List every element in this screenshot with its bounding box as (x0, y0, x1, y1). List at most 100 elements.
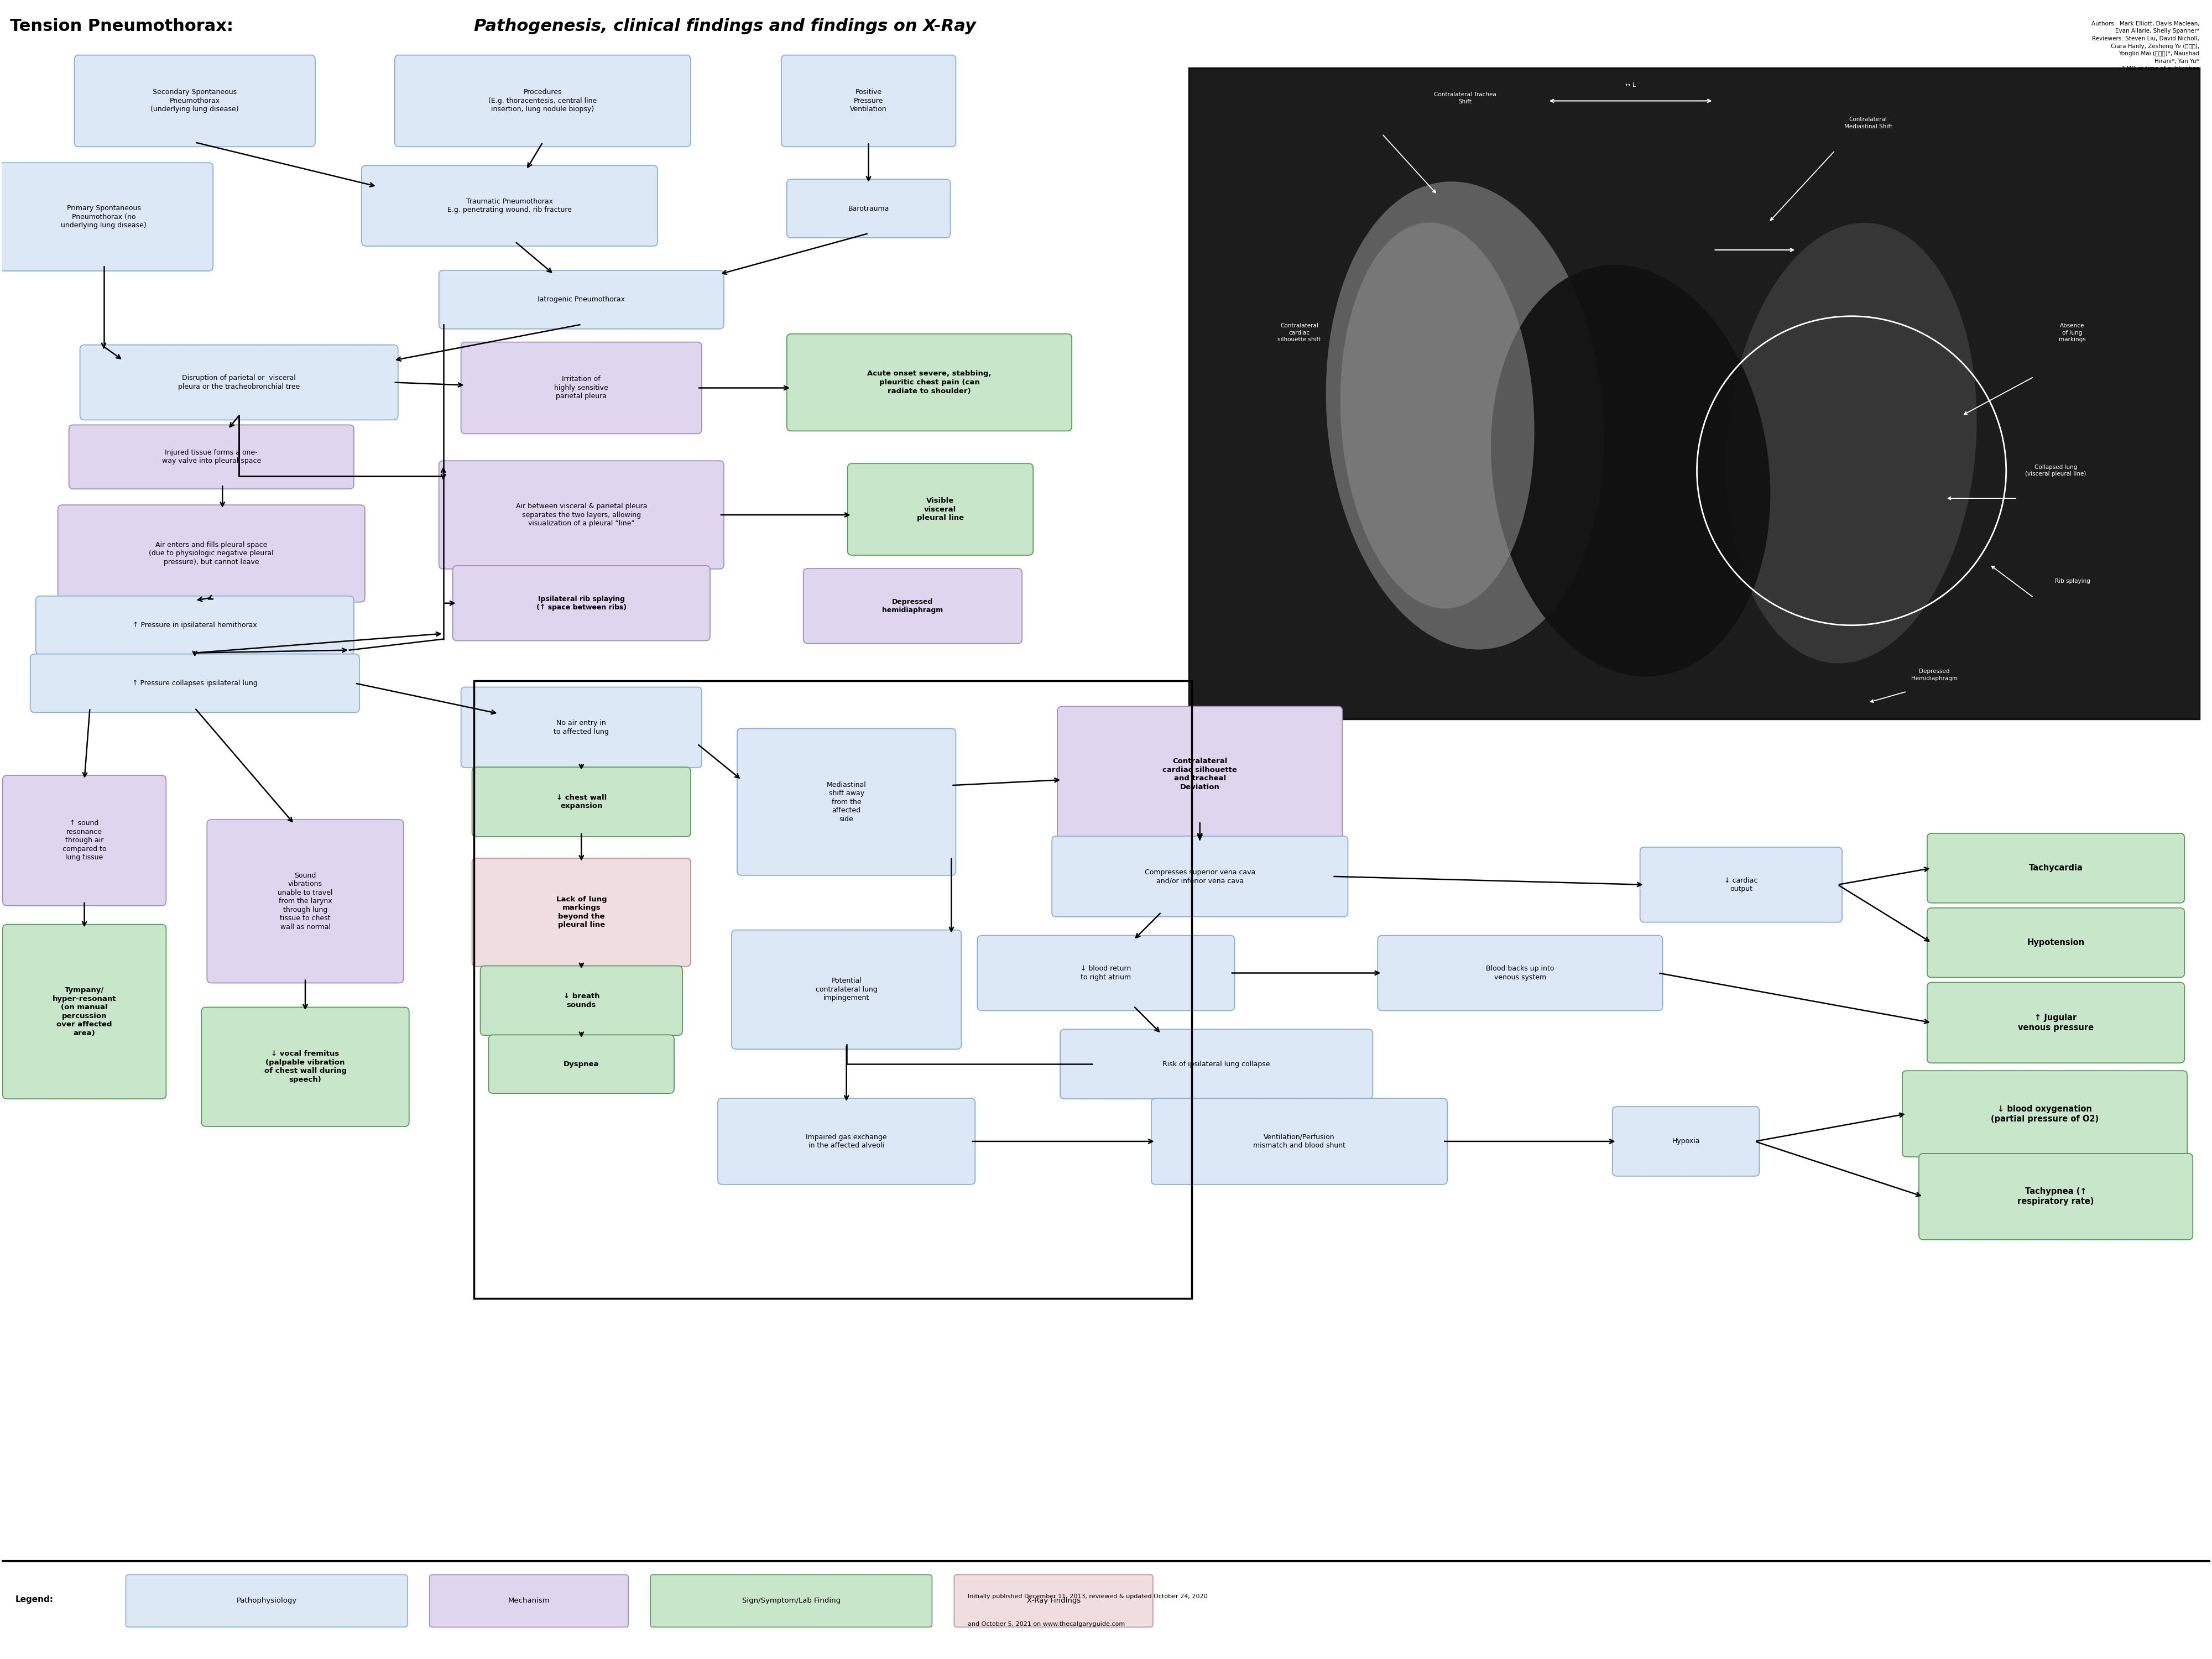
Text: Sign/Symptom/Lab Finding: Sign/Symptom/Lab Finding (741, 1598, 841, 1604)
Text: Positive
Pressure
Ventilation: Positive Pressure Ventilation (849, 88, 887, 113)
FancyBboxPatch shape (480, 966, 684, 1035)
FancyBboxPatch shape (429, 1574, 628, 1627)
FancyBboxPatch shape (35, 596, 354, 655)
FancyBboxPatch shape (438, 461, 723, 569)
FancyBboxPatch shape (75, 55, 314, 146)
Text: No air entry in
to affected lung: No air entry in to affected lung (553, 720, 608, 735)
FancyBboxPatch shape (489, 1035, 675, 1093)
FancyBboxPatch shape (438, 270, 723, 328)
Text: Air enters and fills pleural space
(due to physiologic negative pleural
pressure: Air enters and fills pleural space (due … (148, 541, 274, 566)
FancyBboxPatch shape (2, 775, 166, 906)
Text: X-Ray Findings: X-Ray Findings (1026, 1598, 1079, 1604)
FancyBboxPatch shape (471, 766, 690, 836)
Text: Air between visceral & parietal pleura
separates the two layers, allowing
visual: Air between visceral & parietal pleura s… (515, 503, 648, 528)
FancyBboxPatch shape (847, 463, 1033, 556)
Text: Contralateral
cardiac
silhouette shift: Contralateral cardiac silhouette shift (1279, 324, 1321, 342)
Text: Blood backs up into
venous system: Blood backs up into venous system (1486, 966, 1555, 980)
Text: Potential
contralateral lung
impingement: Potential contralateral lung impingement (816, 977, 878, 1002)
Ellipse shape (1725, 222, 1978, 664)
FancyBboxPatch shape (361, 166, 657, 246)
FancyBboxPatch shape (787, 179, 951, 237)
Text: Primary Spontaneous
Pneumothorax (no
underlying lung disease): Primary Spontaneous Pneumothorax (no und… (62, 204, 146, 229)
FancyBboxPatch shape (80, 345, 398, 420)
Text: Procedures
(E.g. thoracentesis, central line
insertion, lung nodule biopsy): Procedures (E.g. thoracentesis, central … (489, 88, 597, 113)
Text: ↔ L: ↔ L (1626, 83, 1637, 88)
Text: Hypotension: Hypotension (2026, 939, 2084, 947)
FancyBboxPatch shape (1639, 848, 1843, 922)
Text: Initially published ​December 11, 2013​, reviewed & updated ​October 24, 2020: Initially published ​December 11, 2013​,… (969, 1594, 1208, 1599)
FancyBboxPatch shape (787, 333, 1073, 431)
FancyBboxPatch shape (803, 569, 1022, 644)
FancyBboxPatch shape (460, 342, 701, 433)
Ellipse shape (1491, 265, 1770, 677)
FancyBboxPatch shape (953, 1574, 1152, 1627)
Text: Pathogenesis, clinical findings and findings on X-Ray: Pathogenesis, clinical findings and find… (473, 18, 975, 35)
Text: Lack of lung
markings
beyond the
pleural line: Lack of lung markings beyond the pleural… (555, 896, 606, 929)
Text: ↓ vocal fremitus
(palpable vibration
of chest wall during
speech): ↓ vocal fremitus (palpable vibration of … (263, 1050, 347, 1083)
FancyBboxPatch shape (1918, 1153, 2192, 1239)
Text: Contralateral
cardiac silhouette
and tracheal
Deviation: Contralateral cardiac silhouette and tra… (1164, 758, 1237, 791)
Text: Depressed
hemidiaphragm: Depressed hemidiaphragm (883, 599, 942, 614)
Text: Ipsilateral rib splaying
(↑ space between ribs): Ipsilateral rib splaying (↑ space betwee… (535, 596, 626, 611)
Ellipse shape (1340, 222, 1535, 609)
Text: Injured tissue forms a one-
way valve into pleural space: Injured tissue forms a one- way valve in… (161, 450, 261, 465)
FancyBboxPatch shape (781, 55, 956, 146)
Text: Sound
vibrations
unable to travel
from the larynx
through lung
tissue to chest
w: Sound vibrations unable to travel from t… (279, 873, 332, 931)
Text: ↓ breath
sounds: ↓ breath sounds (564, 992, 599, 1009)
Text: Dyspnea: Dyspnea (564, 1060, 599, 1068)
Text: Authors:  Mark Elliott, Davis Maclean,
Evan Allarie, Shelly Spanner*
Reviewers: : Authors: Mark Elliott, Davis Maclean, Ev… (2090, 22, 2199, 71)
Text: Contralateral
Mediastinal Shift: Contralateral Mediastinal Shift (1845, 116, 1891, 129)
Text: Contralateral Trachea
Shift: Contralateral Trachea Shift (1433, 91, 1495, 105)
Text: Depressed
Hemidiaphragm: Depressed Hemidiaphragm (1911, 669, 1958, 682)
Text: Disruption of parietal or  visceral
pleura or the tracheobronchial tree: Disruption of parietal or visceral pleur… (179, 375, 301, 390)
FancyBboxPatch shape (1053, 836, 1347, 917)
FancyBboxPatch shape (208, 820, 403, 982)
Text: Risk of ipsilateral lung collapse: Risk of ipsilateral lung collapse (1164, 1060, 1270, 1068)
FancyBboxPatch shape (460, 687, 701, 768)
Text: ↑ Jugular
venous pressure: ↑ Jugular venous pressure (2017, 1014, 2095, 1032)
Text: Traumatic Pneumothorax
E.g. penetrating wound, rib fracture: Traumatic Pneumothorax E.g. penetrating … (447, 197, 571, 214)
Text: and ​October 5, 2021​ on www.thecalgaryguide.com: and ​October 5, 2021​ on www.thecalgaryg… (969, 1621, 1126, 1627)
FancyBboxPatch shape (1902, 1070, 2188, 1156)
FancyBboxPatch shape (471, 858, 690, 967)
Text: Ventilation/Perfusion
mismatch and blood shunt: Ventilation/Perfusion mismatch and blood… (1254, 1133, 1345, 1150)
FancyBboxPatch shape (1613, 1107, 1759, 1176)
Text: ↑ Pressure in ipsilateral hemithorax: ↑ Pressure in ipsilateral hemithorax (133, 622, 257, 629)
Bar (473, 680, 1192, 1299)
FancyBboxPatch shape (1060, 1029, 1374, 1098)
Text: Tympany/
hyper-resonant
(on manual
percussion
over affected
area): Tympany/ hyper-resonant (on manual percu… (53, 987, 117, 1037)
FancyBboxPatch shape (1927, 833, 2185, 902)
Text: Mechanism: Mechanism (509, 1598, 551, 1604)
Text: Tachypnea (↑
respiratory rate): Tachypnea (↑ respiratory rate) (2017, 1188, 2095, 1206)
Text: Tachycardia: Tachycardia (2028, 864, 2084, 873)
Text: Hypoxia: Hypoxia (1672, 1138, 1699, 1145)
FancyBboxPatch shape (126, 1574, 407, 1627)
FancyBboxPatch shape (1150, 1098, 1447, 1185)
Text: ↓ chest wall
expansion: ↓ chest wall expansion (555, 795, 606, 810)
FancyBboxPatch shape (31, 654, 358, 712)
FancyBboxPatch shape (650, 1574, 931, 1627)
Text: ↓ blood oxygenation
(partial pressure of O2): ↓ blood oxygenation (partial pressure of… (1991, 1105, 2099, 1123)
Text: Collapsed lung
(visceral pleural line): Collapsed lung (visceral pleural line) (2026, 465, 2086, 476)
Bar (1188, 68, 2199, 718)
Text: ↑ Pressure collapses ipsilateral lung: ↑ Pressure collapses ipsilateral lung (133, 680, 257, 687)
FancyBboxPatch shape (0, 163, 212, 270)
FancyBboxPatch shape (732, 931, 962, 1048)
Text: Iatrogenic Pneumothorax: Iatrogenic Pneumothorax (538, 295, 626, 304)
FancyBboxPatch shape (58, 504, 365, 602)
Text: ↓ blood return
to right atrium: ↓ blood return to right atrium (1082, 966, 1130, 980)
Text: Visible
visceral
pleural line: Visible visceral pleural line (916, 498, 964, 521)
FancyBboxPatch shape (1927, 982, 2185, 1063)
FancyBboxPatch shape (1057, 707, 1343, 843)
FancyBboxPatch shape (737, 728, 956, 876)
FancyBboxPatch shape (453, 566, 710, 640)
FancyBboxPatch shape (1927, 907, 2185, 977)
FancyBboxPatch shape (394, 55, 690, 146)
FancyBboxPatch shape (69, 425, 354, 489)
Text: Absence
of lung
markings: Absence of lung markings (2059, 324, 2086, 342)
Text: Impaired gas exchange
in the affected alveoli: Impaired gas exchange in the affected al… (805, 1133, 887, 1150)
Text: ↓ cardiac
output: ↓ cardiac output (1725, 878, 1759, 893)
Text: Secondary Spontaneous
Pneumothorax
(underlying lung disease): Secondary Spontaneous Pneumothorax (unde… (150, 88, 239, 113)
Text: Acute onset severe, stabbing,
pleuritic chest pain (can
radiate to shoulder): Acute onset severe, stabbing, pleuritic … (867, 370, 991, 395)
Text: Legend:: Legend: (15, 1596, 53, 1604)
